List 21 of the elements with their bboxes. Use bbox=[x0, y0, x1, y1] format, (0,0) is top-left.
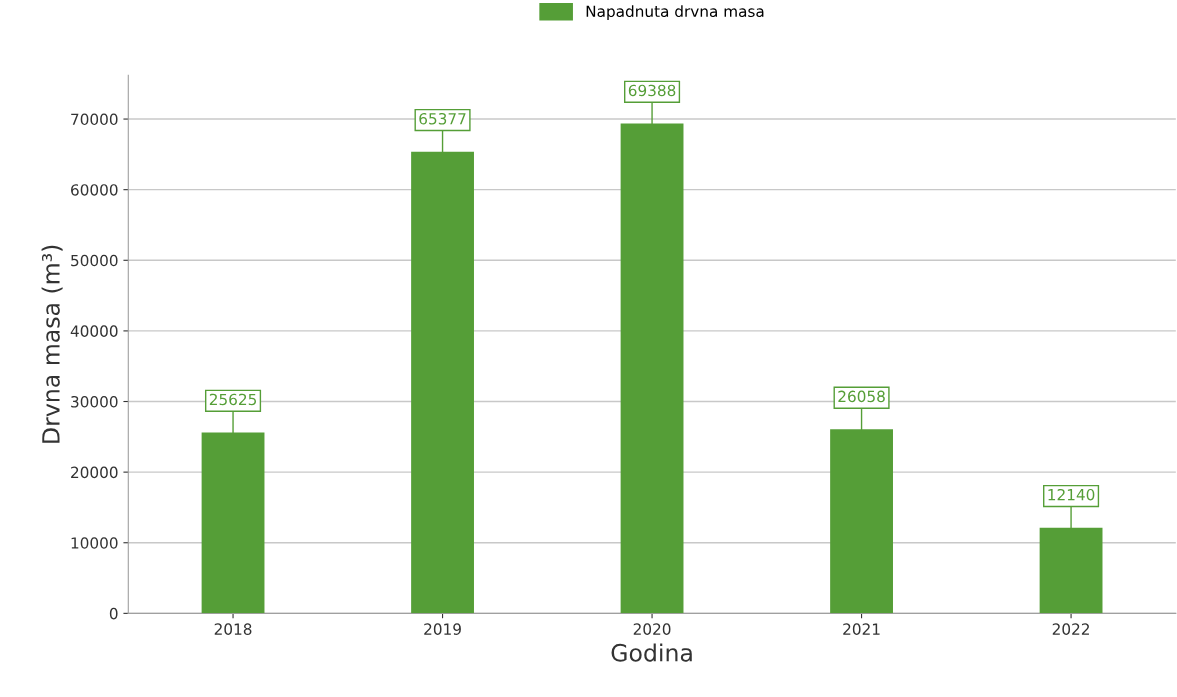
data-label: 26058 bbox=[838, 390, 885, 403]
data-label: 65377 bbox=[419, 112, 466, 125]
y-tick-label: 40000 bbox=[70, 325, 118, 337]
y-tick-label: 30000 bbox=[71, 395, 118, 408]
data-label: 12140 bbox=[1048, 488, 1095, 501]
x-tick-label: 2022 bbox=[1052, 623, 1089, 635]
y-tick-label: 50000 bbox=[71, 254, 118, 267]
x-tick-label: 2019 bbox=[424, 623, 461, 635]
y-tick-label: 60000 bbox=[71, 184, 118, 196]
y-tick-label: 0 bbox=[109, 607, 118, 620]
x-tick-label: 2021 bbox=[843, 623, 880, 635]
y-tick-label: 10000 bbox=[71, 537, 118, 549]
data-label: 25625 bbox=[209, 393, 257, 406]
y-axis-title: Drvna masa (m³) bbox=[41, 245, 63, 443]
data-label: 69388 bbox=[628, 84, 676, 97]
x-tick-label: 2018 bbox=[214, 623, 252, 635]
legend-label: Napadnuta drvna masa bbox=[586, 5, 764, 21]
x-tick-label: 2020 bbox=[633, 623, 671, 635]
y-tick-label: 70000 bbox=[71, 113, 118, 126]
x-axis-title: Godina bbox=[611, 643, 692, 662]
y-tick-label: 20000 bbox=[71, 466, 118, 479]
